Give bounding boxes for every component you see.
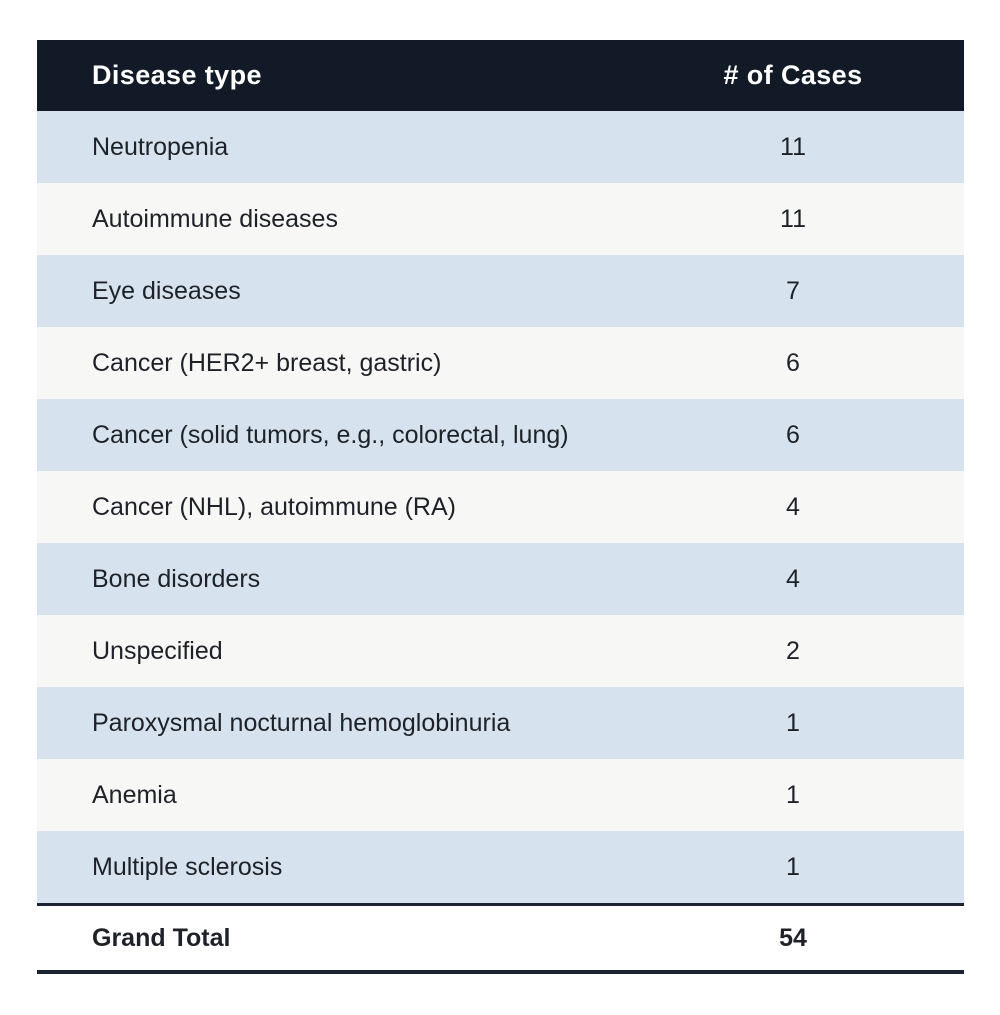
table-row: Eye diseases 7 [37,255,964,327]
disease-type-cell: Bone disorders [92,564,261,593]
column-header-cases: # of Cases [622,40,964,111]
disease-type-cell: Paroxysmal nocturnal hemoglobinuria [92,708,511,737]
cases-count-cell: 1 [786,780,800,809]
table-row: Bone disorders 4 [37,543,964,615]
disease-cases-table: Disease type # of Cases Neutropenia 11 Aut… [37,40,964,974]
disease-cases-table-container: Disease type # of Cases Neutropenia 11 Aut… [37,40,964,974]
table-row: Anemia 1 [37,759,964,831]
table-body: Neutropenia 11 Autoimmune diseases 11 Eye di… [37,111,964,905]
grand-total-label: Grand Total [92,923,231,952]
cases-count-cell: 4 [786,564,800,593]
cases-count-cell: 1 [786,852,800,881]
table-row: Cancer (solid tumors, e.g., colorectal, … [37,399,964,471]
table-row: Cancer (HER2+ breast, gastric) 6 [37,327,964,399]
disease-type-cell: Cancer (NHL), autoimmune (RA) [92,492,456,521]
disease-type-cell: Multiple sclerosis [92,852,283,881]
table-row: Unspecified 2 [37,615,964,687]
header-row: Disease type # of Cases [37,40,964,111]
table-footer: Grand Total 54 [37,904,964,972]
table-row: Neutropenia 11 [37,111,964,183]
disease-type-cell: Autoimmune diseases [92,204,338,233]
cases-count-cell: 11 [780,204,806,233]
disease-type-cell: Unspecified [92,636,223,665]
cases-count-cell: 6 [786,420,800,449]
disease-type-cell: Cancer (HER2+ breast, gastric) [92,348,442,377]
disease-type-cell: Neutropenia [92,132,229,161]
cases-count-cell: 11 [780,132,806,161]
table-row: Cancer (NHL), autoimmune (RA) 4 [37,471,964,543]
column-header-disease-type: Disease type [37,40,622,111]
table-row: Multiple sclerosis 1 [37,831,964,905]
cases-count-cell: 4 [786,492,800,521]
grand-total-row: Grand Total 54 [37,904,964,972]
disease-type-cell: Eye diseases [92,276,241,305]
grand-total-value: 54 [779,923,807,952]
cases-count-cell: 2 [786,636,800,665]
cases-count-cell: 7 [786,276,800,305]
table-row: Autoimmune diseases 11 [37,183,964,255]
cases-count-cell: 1 [786,708,800,737]
table-row: Paroxysmal nocturnal hemoglobinuria 1 [37,687,964,759]
table-header: Disease type # of Cases [37,40,964,111]
disease-type-cell: Anemia [92,780,177,809]
cases-count-cell: 6 [786,348,800,377]
disease-type-cell: Cancer (solid tumors, e.g., colorectal, … [92,420,569,449]
